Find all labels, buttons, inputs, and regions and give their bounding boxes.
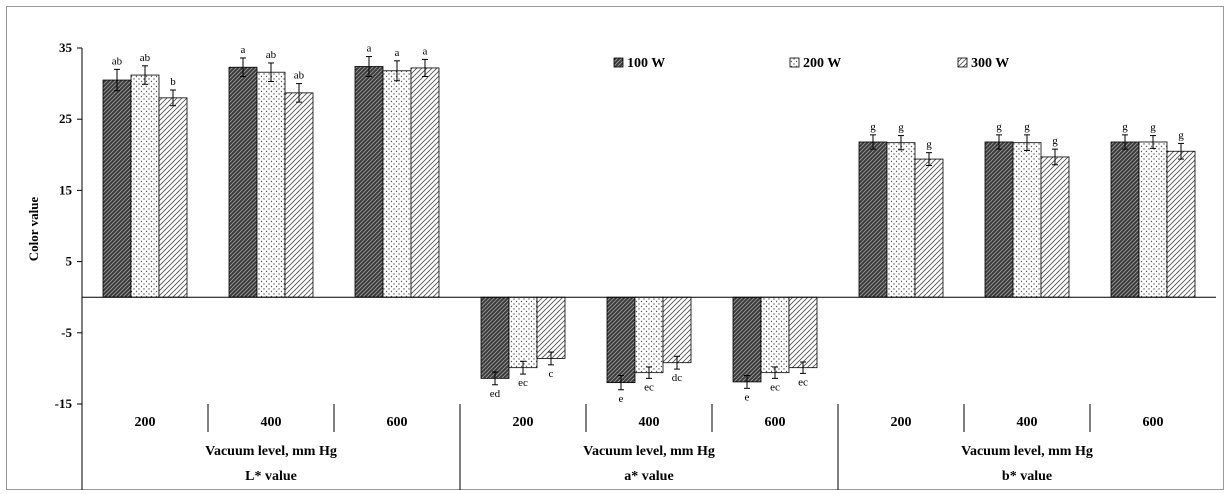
significance-label: g [1178, 129, 1184, 141]
bar [130, 74, 160, 298]
significance-label: ed [490, 388, 501, 400]
vacuum-level-label: Vacuum level, mm Hg [961, 444, 1093, 459]
y-tick-label: 35 [59, 40, 73, 55]
bar [284, 92, 314, 298]
vacuum-level-label: Vacuum level, mm Hg [205, 444, 337, 459]
significance-label: ec [644, 381, 654, 393]
significance-label: ec [770, 381, 780, 393]
category-label: 600 [387, 415, 408, 430]
significance-label: dc [672, 372, 683, 384]
y-tick-label: 25 [59, 111, 73, 126]
bar [914, 158, 944, 298]
y-tick-label: 5 [66, 254, 73, 269]
category-label: 200 [891, 415, 912, 430]
group-label: L* value [245, 469, 297, 484]
significance-label: g [1122, 121, 1128, 133]
group-label: a* value [624, 469, 673, 484]
significance-label: ec [518, 377, 528, 389]
category-label: 400 [639, 415, 660, 430]
significance-label: a [241, 44, 246, 56]
category-label: 400 [261, 415, 282, 430]
y-tick-label: -15 [55, 396, 73, 411]
significance-label: g [1150, 122, 1156, 134]
y-axis: 35 25 15 5 -5 -15 [55, 40, 83, 411]
bar [480, 296, 510, 379]
category-label: 200 [135, 415, 156, 430]
bar [634, 296, 664, 374]
significance-label: g [1024, 121, 1030, 133]
chart-frame [6, 6, 1224, 490]
significance-label: ab [112, 55, 123, 67]
significance-label: g [898, 122, 904, 134]
bar [1012, 142, 1042, 298]
x-axis: 200 400 600 Vacuum level, mm Hg L* value 200 4… [81, 296, 1216, 490]
bar [410, 67, 440, 298]
significance-label: e [619, 393, 624, 405]
bar [354, 66, 384, 298]
bars: ab ab b a ab ab a a a ed ec c e ec dc e ec ec g g g g g g g g g [102, 43, 1196, 405]
vacuum-level-label: Vacuum level, mm Hg [583, 444, 715, 459]
y-axis-label: Color value [26, 197, 41, 262]
bar [858, 141, 888, 298]
significance-label: a [423, 45, 428, 57]
significance-label: ec [798, 376, 808, 388]
bar [508, 296, 538, 369]
y-tick-label: -5 [61, 325, 72, 340]
legend-swatch [613, 57, 624, 68]
significance-label: g [926, 139, 932, 151]
category-label: 600 [1143, 415, 1164, 430]
bar [662, 296, 692, 364]
bar [382, 70, 412, 298]
bar [228, 66, 258, 298]
bar [256, 71, 286, 298]
bar [102, 79, 132, 298]
category-label: 200 [513, 415, 534, 430]
legend: 100 W 200 W 300 W [613, 56, 1009, 71]
significance-label: ab [294, 70, 305, 82]
bar [1166, 150, 1196, 298]
bar [732, 296, 762, 383]
legend-label: 300 W [971, 56, 1009, 71]
bar [606, 296, 636, 384]
significance-label: g [996, 121, 1002, 133]
legend-label: 100 W [627, 56, 665, 71]
bar [984, 141, 1014, 298]
bar [1138, 141, 1168, 298]
bar [788, 296, 818, 369]
bar [158, 97, 188, 298]
category-label: 400 [1017, 415, 1038, 430]
significance-label: g [870, 121, 876, 133]
legend-label: 200 W [803, 56, 841, 71]
significance-label: b [170, 76, 176, 88]
significance-label: a [367, 43, 372, 55]
bar [886, 142, 916, 298]
significance-label: ab [266, 49, 277, 61]
significance-label: e [745, 391, 750, 403]
significance-label: a [395, 47, 400, 59]
significance-label: ab [140, 52, 151, 64]
category-label: 600 [765, 415, 786, 430]
bar [1110, 141, 1140, 298]
legend-swatch [957, 57, 968, 68]
significance-label: g [1052, 135, 1058, 147]
group-label: b* value [1002, 469, 1052, 484]
y-tick-label: 15 [59, 182, 73, 197]
legend-swatch [789, 57, 800, 68]
bar [1040, 156, 1070, 298]
significance-label: c [549, 368, 554, 380]
bar [760, 296, 790, 374]
bar [536, 296, 566, 359]
